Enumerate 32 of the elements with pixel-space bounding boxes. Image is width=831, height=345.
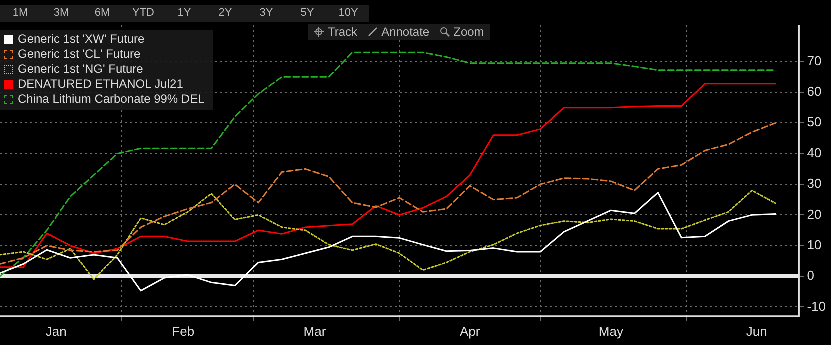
legend-label: Generic 1st 'NG' Future [18, 62, 144, 77]
y-tick-label: 10 [807, 237, 822, 252]
x-tick-label: Jan [46, 324, 67, 339]
y-tick-label: 0 [807, 268, 814, 284]
text: 1M [12, 6, 30, 21]
y-tick-label: -10 [807, 298, 826, 314]
y-tick-label: 40 [807, 145, 822, 160]
y-tick-label: 20 [807, 206, 822, 222]
text: 2Y [218, 6, 234, 21]
text: 10Y [338, 6, 360, 21]
annotation: Track [328, 25, 358, 39]
x-tick-label: Feb [172, 324, 195, 339]
x-tick-label: May [598, 324, 624, 339]
text: 1Y [176, 6, 192, 21]
text: 6M [94, 6, 112, 21]
x-tick-label: Apr [460, 324, 481, 339]
x-tick-label: Mar [304, 324, 327, 339]
y-tick-label: 30 [807, 176, 822, 192]
legend-label: China Lithium Carbonate 99% DEL [18, 92, 205, 107]
text: 3M [52, 6, 70, 21]
text: 3Y [258, 6, 274, 21]
y-tick-label: 60 [807, 84, 822, 100]
y-tick-label: 50 [807, 114, 822, 130]
text: 5Y [300, 6, 316, 21]
text: YTD [132, 6, 156, 21]
annotation: Annotate [382, 25, 430, 39]
legend-label: Generic 1st 'CL' Future [18, 47, 141, 62]
x-tick-label: Jun [746, 324, 768, 339]
legend-label: Generic 1st 'XW' Future [18, 32, 145, 47]
annotation: Zoom [454, 25, 484, 39]
y-tick-label: 70 [807, 53, 822, 68]
legend-label: DENATURED ETHANOL Jul21 [18, 77, 184, 92]
